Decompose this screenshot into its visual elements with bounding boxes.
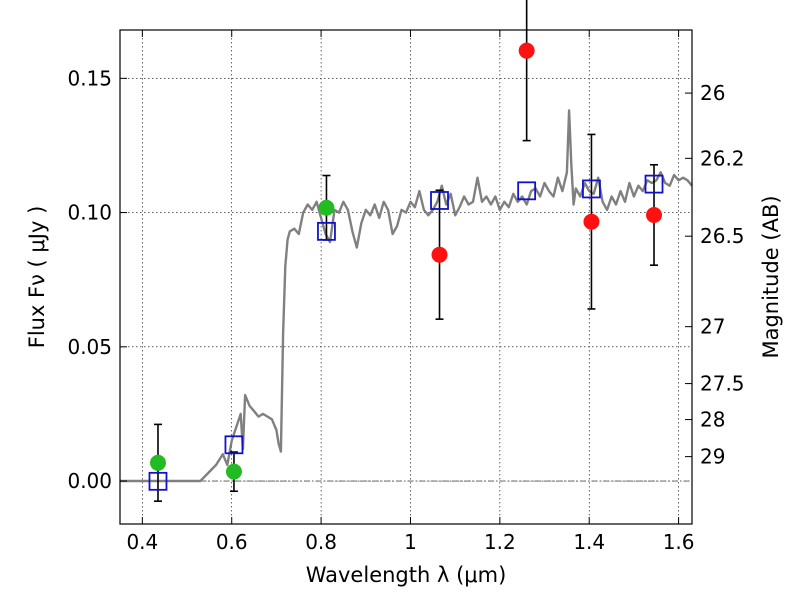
- spectrum-line: [120, 109, 693, 483]
- blue-square-2: [317, 221, 336, 241]
- green-point-1: [225, 463, 242, 480]
- y-tick-label-0: 0.00: [67, 469, 112, 493]
- mag-tick-label-4: 27.5: [700, 372, 745, 396]
- red-point-3: [646, 206, 663, 223]
- red-point-0: [431, 246, 448, 263]
- plot-frame: [119, 29, 693, 525]
- y-tick-label-2: 0.10: [67, 201, 112, 225]
- ticks: 0.4 0.6 0.8 1 1.2 1.4 1.6 0.00 0.05 0.10 0.15 26 26.…: [67, 30, 745, 554]
- x-tick-label-6: 1.6: [663, 530, 695, 554]
- y-tick-label-1: 0.05: [67, 335, 112, 359]
- blue-square-3: [430, 191, 449, 210]
- blue-square-5: [582, 179, 601, 199]
- mag-tick-label-3: 27: [700, 315, 725, 339]
- grid: [120, 30, 692, 524]
- mag-tick-label-5: 28: [700, 408, 725, 432]
- x-tick-label-3: 1: [404, 530, 417, 554]
- x-tick-label-2: 0.8: [305, 530, 337, 554]
- mag-tick-label-0: 26: [700, 81, 725, 105]
- blue-square-1: [224, 435, 244, 455]
- blue-square-4: [517, 181, 537, 201]
- blue-square-6: [644, 174, 664, 194]
- mag-tick-label-6: 29: [700, 445, 725, 469]
- y-axis-right-title: Magnitude (AB): [759, 195, 783, 358]
- plot-area: [120, 0, 693, 502]
- red-point-2: [583, 213, 600, 230]
- y-axis-title: Flux Fν ( μJy ): [25, 206, 49, 349]
- x-tick-label-0: 0.4: [126, 530, 158, 554]
- blue-square-0: [148, 471, 168, 491]
- x-axis-title: Wavelength λ (μm): [306, 563, 507, 587]
- x-tick-label-1: 0.6: [216, 530, 248, 554]
- x-tick-label-4: 1.2: [484, 530, 516, 554]
- red-point-1: [518, 42, 535, 59]
- x-tick-label-5: 1.4: [573, 530, 605, 554]
- green-point-0: [149, 454, 166, 471]
- mag-tick-label-1: 26.2: [700, 146, 745, 170]
- y-tick-label-3: 0.15: [67, 66, 112, 90]
- mag-tick-label-2: 26.5: [700, 224, 745, 248]
- green-point-2: [318, 199, 335, 216]
